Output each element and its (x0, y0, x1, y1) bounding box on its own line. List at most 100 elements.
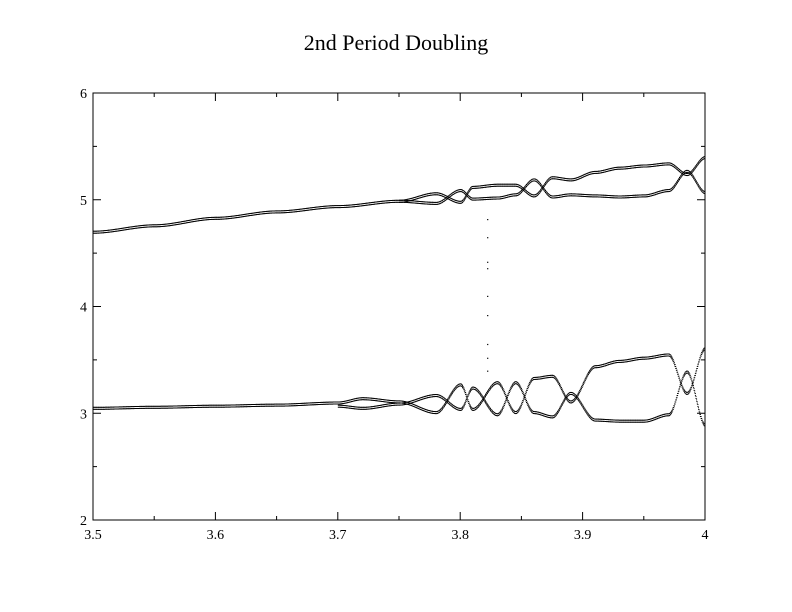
lower-band-point (281, 405, 282, 407)
lower-band-point (273, 403, 275, 405)
lower-band-point (185, 405, 187, 407)
upper-band-point (472, 185, 474, 187)
upper-band-point (504, 183, 506, 185)
lower-band-point (572, 399, 574, 401)
lower-band-point (99, 408, 101, 410)
lower-band-point (649, 358, 651, 360)
upper-band-point (253, 212, 255, 214)
lower-band-point (222, 404, 224, 406)
upper-branch-point (603, 194, 605, 196)
lower-band-point (657, 354, 659, 356)
lower-band-point (430, 410, 432, 412)
upper-band-point (546, 182, 548, 184)
lower-band-point (203, 404, 205, 406)
upper-branch-point (704, 193, 706, 195)
upper-branch-point (478, 199, 480, 201)
upper-band-point (343, 205, 345, 206)
lower-band-point (287, 403, 289, 405)
lower-band-point (139, 407, 141, 409)
lower-band-point (381, 401, 383, 402)
lower-band-point (551, 376, 553, 378)
lower-band-point (597, 367, 599, 369)
upper-band-point (249, 213, 251, 215)
upper-branch-point (648, 196, 650, 197)
upper-branch-point (499, 196, 501, 198)
upper-branch-point (543, 188, 545, 190)
lower-band-point (641, 358, 643, 360)
lower-band-point (377, 400, 379, 402)
upper-branch-point (698, 187, 700, 189)
upper-band-point (649, 164, 651, 166)
upper-band-point (299, 210, 301, 212)
lower-band-point (330, 403, 332, 405)
lower-band-point (116, 408, 118, 410)
upper-band-point (229, 218, 231, 219)
lower-band-point (425, 411, 427, 413)
upper-band-point (392, 199, 394, 201)
upper-band-point (405, 201, 407, 203)
lower-band-point (144, 405, 146, 407)
upper-band-point (478, 185, 480, 187)
upper-band-point (287, 210, 289, 211)
lower-band-point (384, 401, 386, 403)
lower-band-point (420, 409, 422, 411)
lower-band-point (351, 399, 353, 400)
lower-band-point (698, 361, 700, 363)
upper-band-point (594, 172, 596, 174)
lower-band-point (514, 410, 515, 412)
upper-branch-point (484, 199, 486, 201)
lower-band-point (567, 398, 569, 400)
lower-band-point (94, 406, 96, 408)
upper-band-point (156, 226, 158, 228)
upper-branch-point (508, 194, 510, 196)
upper-band-point (189, 219, 191, 221)
lower-band-point (601, 366, 603, 368)
lower-band-point (171, 405, 173, 407)
lower-band-point (668, 353, 670, 355)
upper-band-point (614, 169, 616, 171)
lower-band-point (149, 405, 151, 407)
upper-band-point (107, 229, 109, 231)
upper-band-point (270, 212, 272, 214)
upper-branch-point (572, 195, 574, 197)
upper-band-point (693, 169, 695, 171)
lower-band-point (582, 383, 584, 385)
upper-band-point (128, 228, 129, 230)
upper-band-point (431, 192, 433, 194)
lower-band-point (212, 404, 214, 406)
upper-band-point (129, 226, 131, 228)
lower-band-point (104, 408, 106, 410)
lower-band-point (554, 376, 556, 378)
upper-band-point (106, 230, 108, 231)
upper-band-point (546, 179, 548, 181)
upper-band-point (415, 196, 417, 198)
lower-band-point (587, 375, 589, 377)
upper-band-point (153, 224, 155, 226)
upper-band-point (308, 207, 310, 209)
lower-band-point (693, 381, 694, 383)
lower-band-point (566, 399, 568, 401)
upper-band-point (268, 212, 270, 214)
upper-band-point (559, 179, 561, 181)
lower-band-point (553, 377, 555, 379)
upper-band-point (140, 225, 142, 227)
lower-band-point (98, 408, 99, 410)
upper-branch-point (667, 189, 669, 191)
upper-branch-point (529, 180, 531, 182)
upper-branch-point (448, 194, 450, 196)
upper-branch-point (559, 194, 560, 196)
upper-branch-point (495, 196, 497, 198)
upper-branch-point (413, 202, 415, 204)
upper-branch-point (635, 194, 636, 196)
upper-branch-point (623, 197, 625, 199)
lower-band-point (361, 399, 363, 401)
lower-band-point (223, 406, 225, 408)
lower-band-point (564, 396, 566, 398)
upper-branch-point (564, 195, 565, 197)
upper-branch-point (407, 200, 409, 201)
upper-branch-point (531, 181, 533, 183)
lower-band-point (481, 401, 483, 403)
lower-band-point (460, 383, 462, 385)
upper-band-point (322, 205, 324, 207)
upper-branch-point (585, 196, 587, 198)
